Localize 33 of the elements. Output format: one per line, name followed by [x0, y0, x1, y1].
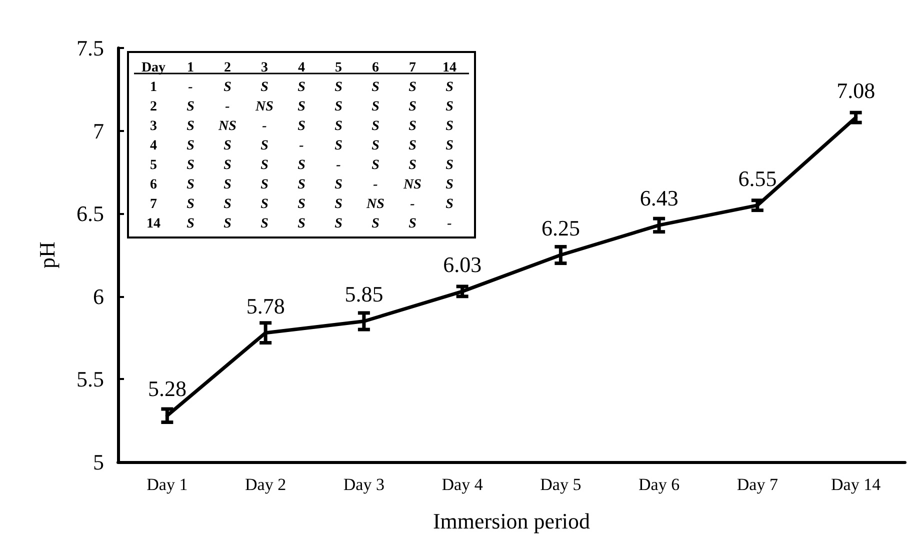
data-label: 6.55	[738, 166, 777, 191]
x-axis-title: Immersion period	[432, 508, 590, 534]
data-label: 6.25	[541, 216, 580, 240]
text: 7 S S S S S NS - S	[150, 196, 454, 212]
y-tick-label: 5.5	[76, 366, 104, 392]
x-tick-label: Day 3	[343, 475, 384, 494]
x-tick-label: Day 2	[245, 475, 286, 494]
y-tick-label: 7.5	[76, 36, 104, 60]
x-tick-label: Day 1	[146, 475, 188, 494]
y-tick-label: 6	[93, 284, 104, 309]
text: 4 S S S - S S S S	[150, 138, 454, 154]
y-tick-label: 5	[93, 450, 104, 474]
data-label: 7.08	[836, 78, 876, 104]
text: 3 S NS - S S S S S	[150, 118, 454, 134]
text: 6 S S S S S - NS S	[150, 177, 454, 192]
text: 2 S - NS S S S S S	[150, 99, 454, 114]
x-tick-label: Day 6	[638, 475, 680, 494]
text: 14 S S S S S S S -	[146, 216, 452, 232]
data-label: 5.78	[246, 293, 285, 318]
x-tick-label: Day 7	[736, 475, 778, 494]
y-axis-title: pH	[34, 241, 60, 268]
x-tick-label: Day 14	[831, 475, 882, 494]
text: Day 1 2 3 4 5 6 7 14	[141, 60, 456, 76]
x-tick-label: Day 4	[442, 475, 484, 494]
y-tick-label: 6.5	[76, 201, 104, 226]
data-label: 6.43	[640, 186, 678, 211]
text: 1 - S S S S S S S	[150, 80, 454, 95]
data-label: 5.28	[148, 376, 186, 402]
x-tick-label: Day 5	[540, 475, 582, 494]
data-label: 5.85	[344, 282, 384, 307]
text: 5 S S S S - S S S	[150, 158, 454, 173]
y-tick-label: 7	[93, 118, 104, 144]
data-label: 6.03	[443, 252, 482, 277]
